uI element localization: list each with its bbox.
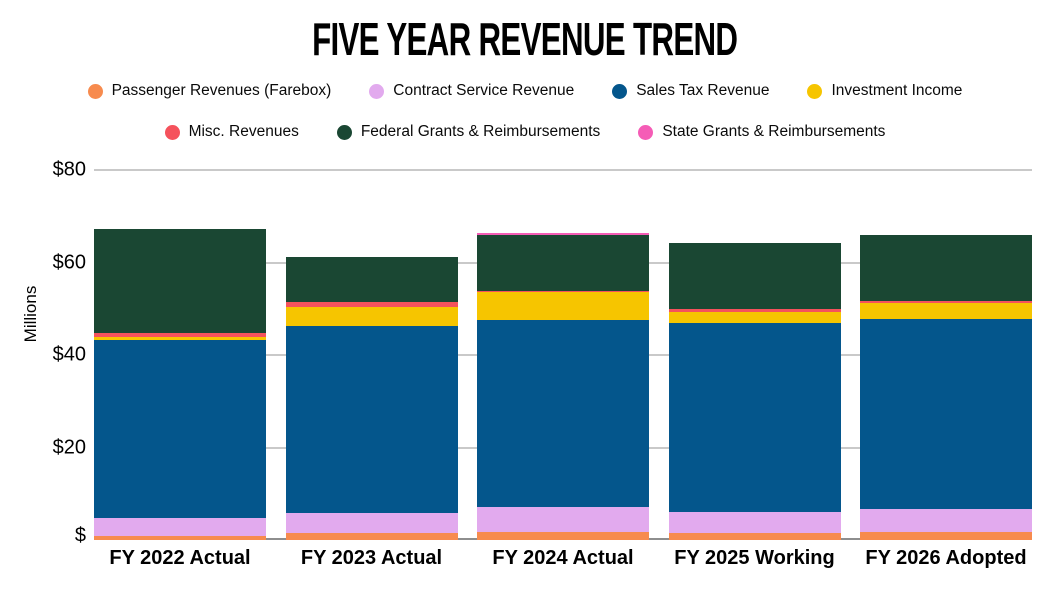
y-tick-label-40: $40	[52, 343, 86, 366]
legend-label-federal-grants-reimbursements: Federal Grants & Reimbursements	[360, 123, 601, 140]
segment-state-grants-reimbursements	[477, 233, 649, 236]
x-axis-label-fy-2025-working: FY 2025 Working	[674, 547, 835, 569]
legend-color-dot-investment-income	[807, 83, 823, 99]
legend-color-dot-misc-revenues	[164, 124, 180, 140]
segment-passenger-revenues-farebox	[668, 533, 841, 540]
legend-row-1: Passenger Revenues (Farebox) Contract Ser…	[0, 82, 1050, 100]
segment-sales-tax-revenue	[860, 318, 1032, 510]
segment-investment-income	[94, 336, 266, 340]
page-title: FIVE YEAR REVENUE TREND	[0, 12, 1050, 66]
segment-misc-revenues	[94, 332, 266, 337]
legend-item-federal-grants-reimbursements: Federal Grants & Reimbursements	[336, 123, 601, 141]
segment-contract-service-revenue	[668, 512, 841, 534]
y-axis-title: Millions	[21, 285, 40, 343]
segment-misc-revenues	[285, 302, 458, 308]
bar-fy-2025-working	[668, 243, 841, 540]
legend-color-dot-sales-tax-revenue	[612, 83, 628, 99]
legend-item-misc-revenues: Misc. Revenues	[164, 123, 299, 141]
segment-misc-revenues	[860, 300, 1032, 303]
bar-fy-2026-adopted	[860, 234, 1032, 540]
segment-investment-income	[477, 292, 649, 321]
segment-federal-grants-reimbursements	[477, 235, 649, 292]
x-axis-label-fy-2022-actual: FY 2022 Actual	[109, 547, 251, 569]
segment-investment-income	[668, 312, 841, 324]
legend-label-state-grants-reimbursements: State Grants & Reimbursements	[662, 123, 886, 140]
bar-fy-2024-actual	[477, 233, 649, 540]
legend-color-dot-federal-grants-reimbursements	[336, 124, 352, 140]
legend-item-state-grants-reimbursements: State Grants & Reimbursements	[638, 123, 885, 141]
segment-federal-grants-reimbursements	[94, 228, 266, 333]
segment-misc-revenues	[477, 291, 649, 293]
segment-contract-service-revenue	[285, 513, 458, 534]
segment-passenger-revenues-farebox	[860, 532, 1032, 540]
segment-passenger-revenues-farebox	[285, 533, 458, 540]
x-axis-label-fy-2024-actual: FY 2024 Actual	[492, 547, 634, 569]
legend-label-passenger-revenues-farebox: Passenger Revenues (Farebox)	[111, 82, 332, 99]
legend-color-dot-state-grants-reimbursements	[638, 124, 654, 140]
chart-title: FIVE YEAR REVENUE TREND	[312, 13, 738, 65]
segment-sales-tax-revenue	[668, 323, 841, 513]
legend-item-passenger-revenues-farebox: Passenger Revenues (Farebox)	[87, 82, 332, 100]
x-axis-label-fy-2026-adopted: FY 2026 Adopted	[865, 547, 1027, 569]
legend-color-dot-passenger-revenues-farebox	[87, 83, 103, 99]
legend-color-dot-contract-service-revenue	[369, 83, 385, 99]
legend-label-contract-service-revenue: Contract Service Revenue	[393, 82, 575, 99]
legend-item-investment-income: Investment Income	[807, 82, 962, 100]
segment-contract-service-revenue	[94, 517, 266, 536]
segment-federal-grants-reimbursements	[860, 234, 1032, 301]
legend-item-sales-tax-revenue: Sales Tax Revenue	[612, 82, 769, 100]
segment-sales-tax-revenue	[477, 320, 649, 508]
legend-label-sales-tax-revenue: Sales Tax Revenue	[636, 82, 770, 99]
y-tick-label-60: $60	[52, 251, 86, 273]
segment-investment-income	[860, 302, 1032, 319]
x-axis-label-fy-2023-actual: FY 2023 Actual	[300, 547, 443, 569]
legend-label-investment-income: Investment Income	[831, 82, 963, 99]
y-tick-label-zero: $	[74, 524, 86, 547]
bar-fy-2023-actual	[285, 257, 458, 540]
segment-federal-grants-reimbursements	[285, 257, 458, 303]
legend-item-contract-service-revenue: Contract Service Revenue	[369, 82, 574, 100]
segment-contract-service-revenue	[860, 509, 1032, 533]
y-tick-label-80: $80	[52, 158, 86, 181]
segment-contract-service-revenue	[477, 507, 649, 533]
segment-investment-income	[285, 307, 458, 327]
segment-sales-tax-revenue	[285, 326, 458, 514]
segment-passenger-revenues-farebox	[477, 532, 649, 540]
y-tick-label-20: $20	[52, 436, 86, 458]
segment-federal-grants-reimbursements	[668, 243, 841, 310]
segment-passenger-revenues-farebox	[94, 535, 266, 540]
legend-label-misc-revenues: Misc. Revenues	[188, 123, 299, 140]
legend-row-2: Misc. Revenues Federal Grants & Reimburse…	[0, 123, 1050, 141]
segment-sales-tax-revenue	[94, 339, 266, 518]
bar-fy-2022-actual	[94, 228, 266, 540]
gridline-80	[94, 169, 1032, 171]
segment-misc-revenues	[668, 309, 841, 312]
